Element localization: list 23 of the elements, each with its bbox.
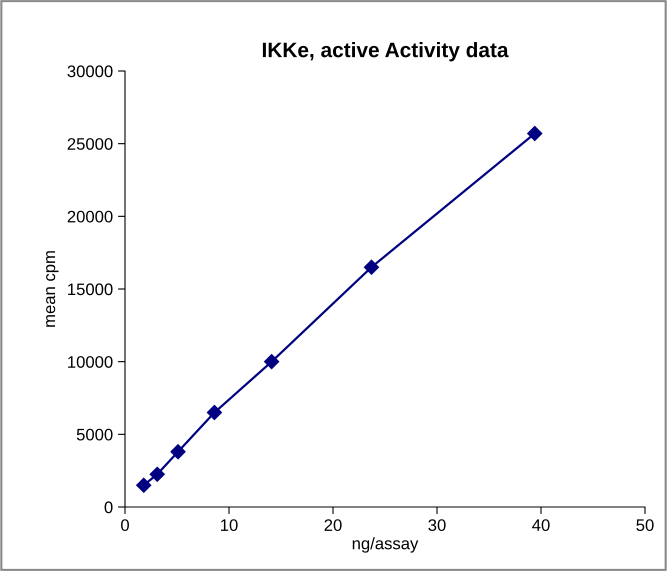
x-tick-label: 10 xyxy=(221,519,238,532)
x-tick-label: 20 xyxy=(324,519,342,532)
point xyxy=(170,444,186,460)
y-tick-label: 20000 xyxy=(68,210,113,223)
y-tick-label: 15000 xyxy=(68,283,113,296)
x-axis-title: ng/assay xyxy=(352,537,418,553)
y-tick-label: 30000 xyxy=(67,65,113,78)
y-tick-label: 25000 xyxy=(68,138,113,150)
x-tick-label: 0 xyxy=(121,519,129,532)
point xyxy=(150,466,165,482)
y-axis-title: mean cpm xyxy=(46,251,59,327)
y-tick-label: 10000 xyxy=(68,356,113,368)
chart-title: IKKe, active Activity data xyxy=(262,42,509,62)
x-tick-label: 30 xyxy=(428,519,446,532)
x-tick-label: 50 xyxy=(636,519,654,532)
point xyxy=(136,478,152,493)
y-tick-label: 0 xyxy=(104,501,113,514)
y-tick-label: 5000 xyxy=(76,428,113,441)
point xyxy=(206,404,222,420)
point xyxy=(264,354,280,370)
point xyxy=(364,260,380,275)
point xyxy=(527,126,542,142)
x-tick-label: 40 xyxy=(532,519,550,532)
